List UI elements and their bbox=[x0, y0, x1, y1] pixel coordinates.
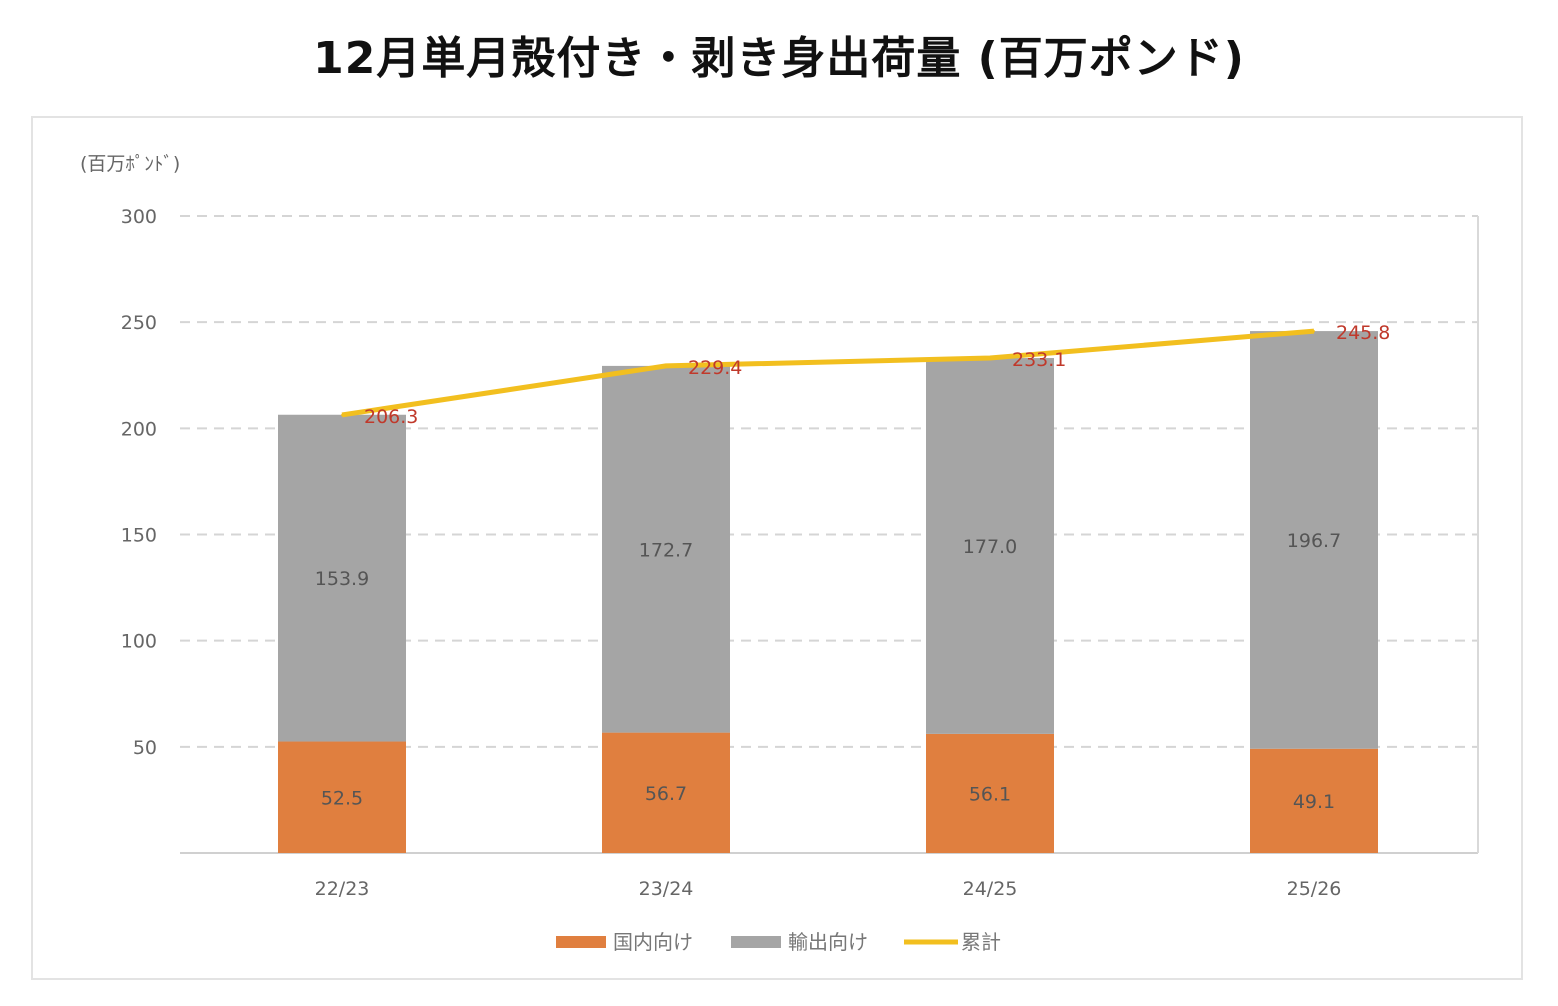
data-label-domestic: 56.1 bbox=[969, 783, 1011, 805]
bar-export bbox=[926, 358, 1054, 734]
data-label-export: 196.7 bbox=[1287, 530, 1341, 552]
bar-export bbox=[602, 365, 730, 733]
chart-title: 12月単月殻付き・剥き身出荷量 (百万ポンド) bbox=[313, 33, 1245, 84]
legend-label: 輸出向け bbox=[788, 930, 868, 954]
y-tick-label: 150 bbox=[121, 525, 157, 547]
data-label-export: 153.9 bbox=[315, 568, 369, 590]
legend-label: 国内向け bbox=[613, 930, 693, 954]
bar-domestic bbox=[602, 732, 730, 853]
data-label-domestic: 49.1 bbox=[1293, 791, 1335, 813]
line-point-total bbox=[989, 357, 991, 360]
data-label-domestic: 56.7 bbox=[645, 783, 687, 805]
data-label-export: 177.0 bbox=[963, 536, 1017, 558]
legend-swatch bbox=[556, 936, 606, 948]
x-tick-label: 24/25 bbox=[963, 878, 1018, 900]
chart-frame bbox=[31, 116, 1523, 980]
data-label-total: 245.8 bbox=[1336, 322, 1390, 344]
line-point-total bbox=[1313, 330, 1315, 333]
y-tick-label: 100 bbox=[121, 631, 157, 653]
y-axis-unit-label: (百万ﾎﾟﾝﾄﾞ) bbox=[80, 153, 180, 175]
line-point-total bbox=[341, 413, 343, 416]
data-label-export: 172.7 bbox=[639, 539, 693, 561]
data-label-total: 233.1 bbox=[1012, 349, 1066, 371]
data-label-total: 229.4 bbox=[688, 357, 742, 379]
y-tick-label: 200 bbox=[121, 418, 157, 440]
x-tick-label: 23/24 bbox=[639, 878, 694, 900]
bar-export bbox=[1250, 331, 1378, 749]
legend-swatch bbox=[731, 936, 781, 948]
bar-export bbox=[278, 414, 406, 742]
bar-domestic bbox=[1250, 748, 1378, 853]
line-total bbox=[341, 328, 1315, 418]
data-label-domestic: 52.5 bbox=[321, 787, 363, 809]
bar-domestic bbox=[278, 741, 406, 853]
y-tick-label: 300 bbox=[121, 206, 157, 228]
legend-label: 累計 bbox=[961, 930, 1001, 954]
bar-domestic bbox=[926, 733, 1054, 853]
data-label-total: 206.3 bbox=[364, 406, 418, 428]
x-tick-label: 25/26 bbox=[1287, 878, 1342, 900]
y-tick-label: 50 bbox=[133, 737, 157, 759]
line-point-total bbox=[665, 364, 667, 367]
x-tick-label: 22/23 bbox=[315, 878, 370, 900]
y-tick-label: 250 bbox=[121, 312, 157, 334]
